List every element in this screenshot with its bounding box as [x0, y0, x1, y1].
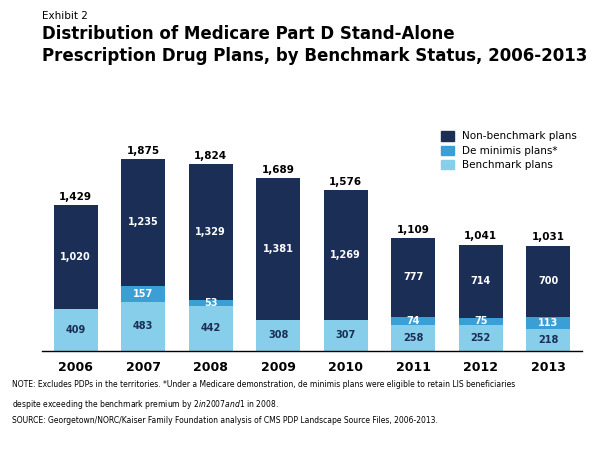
Text: 777: 777 [403, 272, 424, 282]
Bar [189, 306, 233, 351]
Text: 1,041: 1,041 [464, 231, 497, 242]
Bar [189, 164, 233, 301]
Text: 113: 113 [538, 318, 559, 328]
Bar [324, 190, 368, 320]
Bar [189, 301, 233, 306]
Text: 1,235: 1,235 [128, 217, 158, 227]
Bar [459, 325, 503, 351]
Text: 1,020: 1,020 [61, 252, 91, 262]
Text: 1,031: 1,031 [532, 233, 565, 243]
Text: 714: 714 [470, 276, 491, 286]
Text: Distribution of Medicare Part D Stand-Alone: Distribution of Medicare Part D Stand-Al… [42, 25, 455, 43]
Text: 700: 700 [538, 276, 559, 286]
Text: 1,824: 1,824 [194, 151, 227, 162]
Text: despite exceeding the benchmark premium by $2 in 2007 and $1 in 2008.: despite exceeding the benchmark premium … [12, 398, 278, 411]
Text: Prescription Drug Plans, by Benchmark Status, 2006-2013: Prescription Drug Plans, by Benchmark St… [42, 47, 587, 65]
Bar [54, 309, 98, 351]
Legend: Non-benchmark plans, De minimis plans*, Benchmark plans: Non-benchmark plans, De minimis plans*, … [441, 131, 577, 170]
Text: 483: 483 [133, 321, 154, 331]
Text: 218: 218 [538, 335, 559, 345]
Text: 157: 157 [133, 288, 154, 298]
Text: 1,576: 1,576 [329, 177, 362, 187]
Bar [526, 328, 570, 351]
Bar [391, 238, 435, 317]
Text: SOURCE: Georgetown/NORC/Kaiser Family Foundation analysis of CMS PDP Landscape S: SOURCE: Georgetown/NORC/Kaiser Family Fo… [12, 416, 438, 425]
Text: 1,109: 1,109 [397, 225, 430, 234]
Text: 409: 409 [65, 325, 86, 335]
Text: 53: 53 [204, 298, 218, 308]
Text: Exhibit 2: Exhibit 2 [42, 11, 88, 21]
Bar [526, 317, 570, 328]
Text: 258: 258 [403, 333, 424, 343]
Text: 308: 308 [268, 330, 289, 340]
Bar [459, 318, 503, 325]
Text: 252: 252 [470, 333, 491, 343]
Bar [121, 159, 165, 286]
Text: 307: 307 [335, 330, 356, 340]
Text: 1,329: 1,329 [196, 227, 226, 238]
Text: 1,689: 1,689 [262, 165, 295, 175]
Bar [256, 320, 300, 351]
Text: 442: 442 [200, 324, 221, 333]
Bar [54, 205, 98, 309]
Text: 1,875: 1,875 [127, 146, 160, 156]
Text: 1,269: 1,269 [331, 250, 361, 260]
Text: 75: 75 [474, 316, 487, 326]
Bar [526, 246, 570, 317]
Bar [391, 324, 435, 351]
Text: NOTE: Excludes PDPs in the territories. *Under a Medicare demonstration, de mini: NOTE: Excludes PDPs in the territories. … [12, 380, 515, 389]
Bar [256, 178, 300, 320]
Bar [121, 302, 165, 351]
Bar [324, 320, 368, 351]
Bar [391, 317, 435, 324]
Bar [459, 244, 503, 318]
Text: 1,429: 1,429 [59, 192, 92, 202]
Text: 1,381: 1,381 [263, 244, 293, 254]
Text: 74: 74 [407, 316, 420, 326]
Bar [121, 286, 165, 302]
